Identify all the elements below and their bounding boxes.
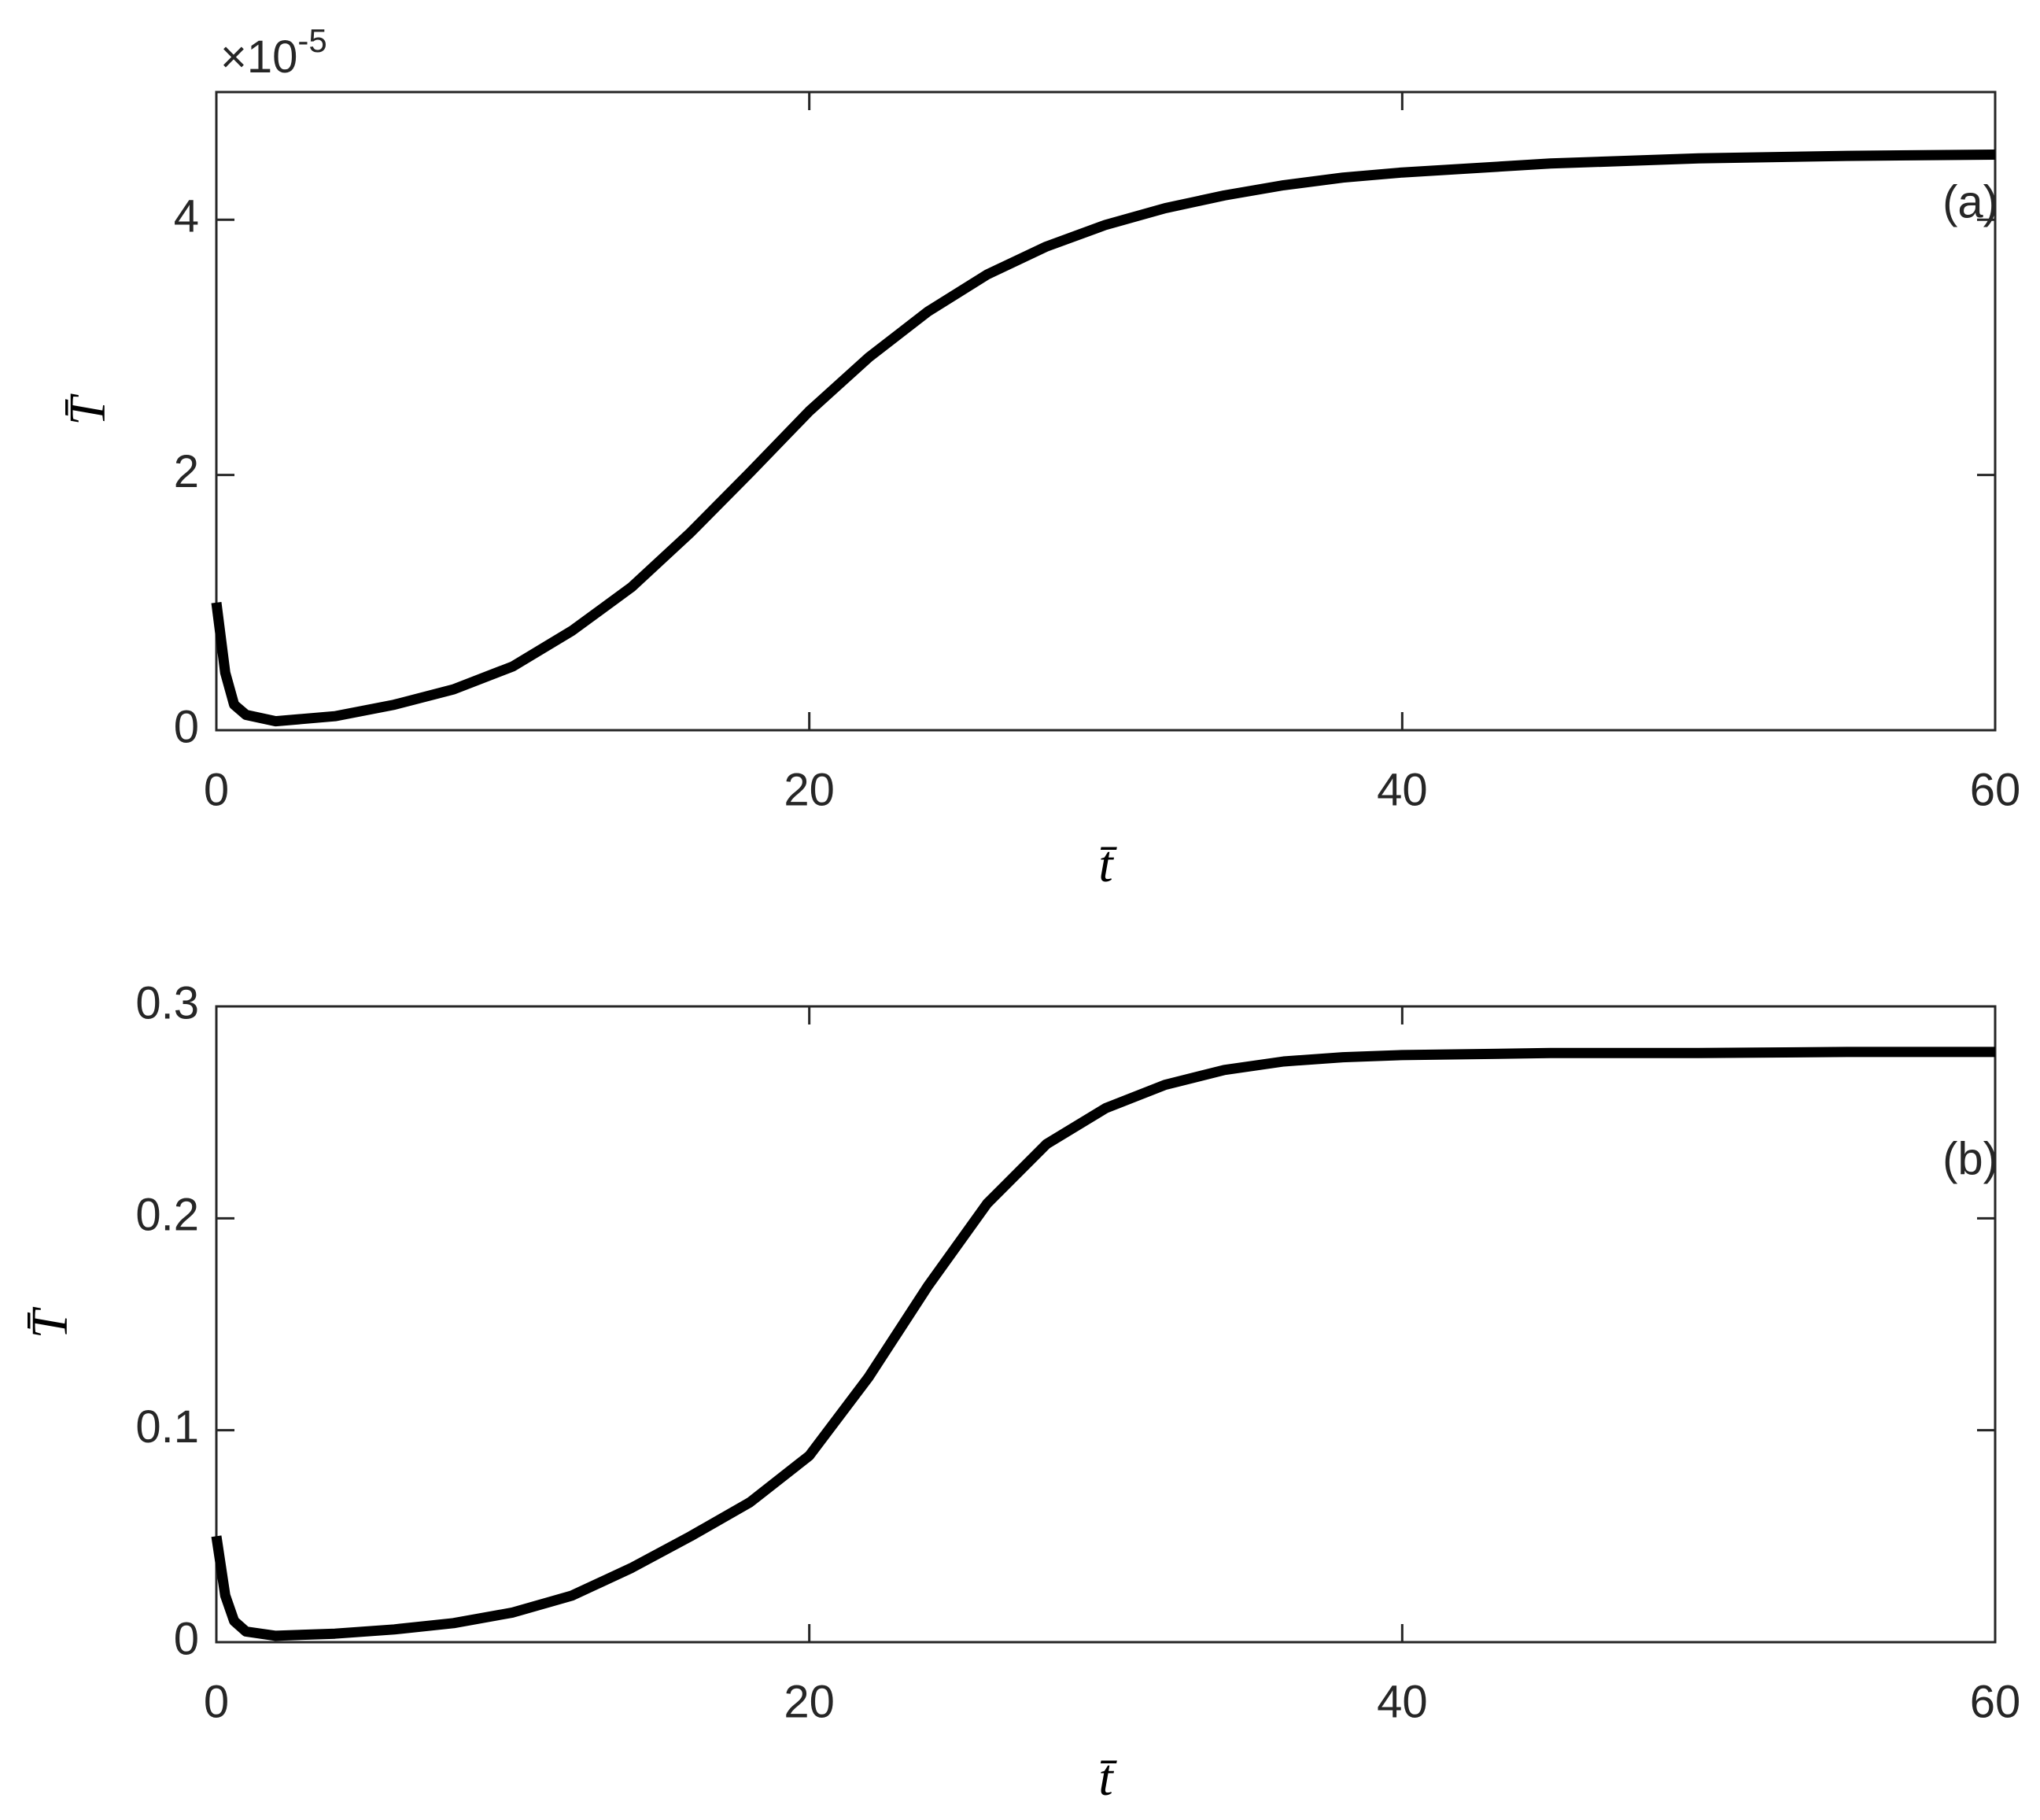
y-tick-label: 4 xyxy=(174,191,199,242)
y-axis-label: T̄ xyxy=(21,1306,79,1338)
panel-annotation: (b) xyxy=(1942,1133,1998,1184)
plot-frame xyxy=(215,1005,1997,1644)
x-tick-label: 60 xyxy=(1970,764,2021,815)
y-tick-label: 0.3 xyxy=(135,977,199,1028)
y-multiplier-exponent: -5 xyxy=(297,22,326,59)
x-axis-label: t̄ xyxy=(1098,1749,1117,1807)
x-tick-label: 40 xyxy=(1377,1676,1428,1727)
x-tick-label: 20 xyxy=(784,1676,835,1727)
x-tick-label: 0 xyxy=(204,1676,229,1727)
x-tick-label: 0 xyxy=(204,764,229,815)
x-tick-label: 20 xyxy=(784,764,835,815)
y-tick-label: 0.1 xyxy=(135,1401,199,1453)
y-tick-label: 0 xyxy=(174,1613,199,1664)
y-multiplier: ×10-5 xyxy=(220,22,327,83)
x-tick-label: 40 xyxy=(1377,764,1428,815)
y-axis-label: T̄ xyxy=(59,393,116,426)
x-tick-label: 60 xyxy=(1970,1676,2021,1727)
y-multiplier-base: ×10 xyxy=(220,31,297,83)
y-tick-label: 0.2 xyxy=(135,1190,199,1241)
x-axis-label: t̄ xyxy=(1098,836,1117,893)
y-tick-label: 2 xyxy=(174,446,199,497)
panel-annotation: (a) xyxy=(1942,176,1998,227)
data-line xyxy=(211,1047,1995,1641)
y-tick-label: 0 xyxy=(174,701,199,752)
plot-frame xyxy=(215,90,1997,732)
data-line xyxy=(211,150,1996,727)
